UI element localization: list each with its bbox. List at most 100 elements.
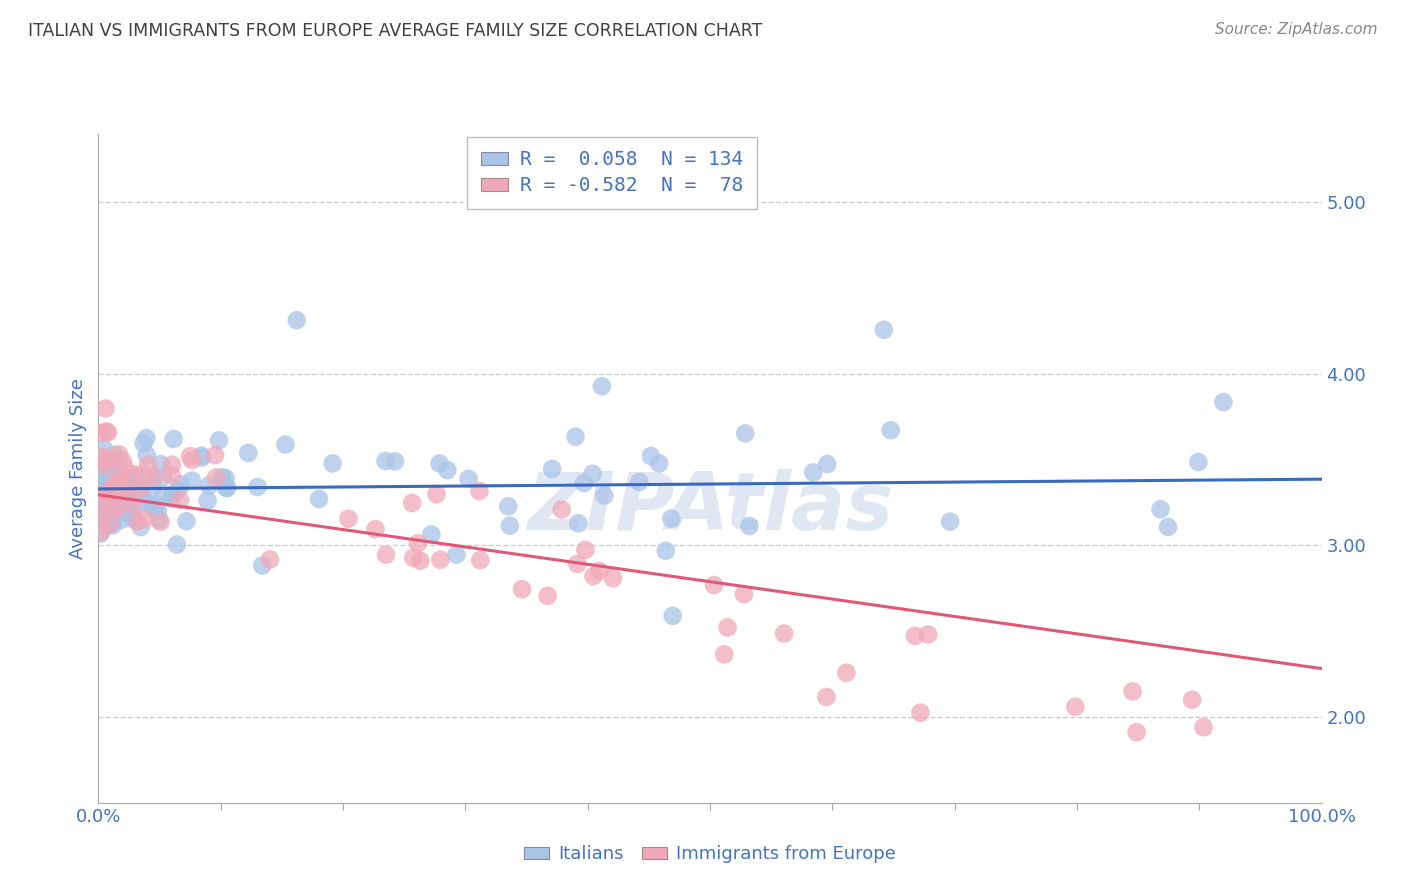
Point	[880, 423, 903, 437]
Point	[204, 448, 226, 462]
Point	[127, 481, 149, 495]
Point	[910, 706, 932, 720]
Point	[91, 477, 114, 491]
Point	[536, 589, 558, 603]
Point	[100, 508, 122, 522]
Point	[238, 446, 260, 460]
Point	[105, 483, 128, 497]
Point	[429, 457, 451, 471]
Point	[129, 481, 152, 495]
Point	[89, 477, 111, 491]
Point	[197, 493, 219, 508]
Point	[94, 401, 117, 416]
Point	[101, 518, 124, 533]
Point	[496, 500, 519, 514]
Point	[97, 425, 120, 440]
Point	[628, 475, 651, 489]
Point	[567, 557, 589, 571]
Point	[108, 481, 131, 495]
Point	[96, 425, 118, 439]
Point	[89, 491, 111, 505]
Point	[135, 431, 157, 445]
Point	[98, 478, 121, 492]
Point	[815, 457, 838, 471]
Point	[259, 552, 281, 566]
Point	[89, 487, 111, 501]
Point	[246, 480, 269, 494]
Point	[98, 516, 121, 531]
Point	[588, 564, 610, 578]
Point	[602, 571, 624, 585]
Legend: Italians, Immigrants from Europe: Italians, Immigrants from Europe	[517, 838, 903, 871]
Point	[716, 620, 738, 634]
Point	[648, 456, 671, 470]
Point	[105, 467, 128, 482]
Point	[510, 582, 533, 597]
Point	[114, 480, 136, 494]
Point	[181, 474, 204, 488]
Point	[91, 460, 114, 475]
Point	[90, 526, 112, 541]
Point	[132, 492, 155, 507]
Point	[89, 488, 111, 502]
Point	[567, 516, 589, 531]
Point	[160, 458, 183, 472]
Point	[214, 471, 236, 485]
Point	[1187, 455, 1209, 469]
Point	[93, 505, 115, 519]
Point	[90, 425, 112, 440]
Point	[107, 489, 129, 503]
Point	[104, 499, 127, 513]
Point	[170, 477, 193, 491]
Point	[96, 519, 118, 533]
Point	[160, 468, 183, 483]
Point	[436, 463, 458, 477]
Point	[108, 483, 131, 498]
Point	[96, 511, 118, 525]
Point	[801, 466, 824, 480]
Point	[917, 627, 939, 641]
Point	[215, 481, 238, 495]
Point	[122, 475, 145, 489]
Point	[129, 520, 152, 534]
Point	[640, 449, 662, 463]
Point	[143, 497, 166, 511]
Point	[1064, 699, 1087, 714]
Point	[181, 453, 204, 467]
Point	[132, 467, 155, 482]
Point	[121, 483, 143, 498]
Point	[122, 467, 145, 481]
Point	[107, 475, 129, 490]
Point	[659, 511, 682, 525]
Point	[162, 432, 184, 446]
Point	[550, 502, 572, 516]
Point	[89, 525, 111, 540]
Point	[1122, 684, 1144, 698]
Point	[564, 430, 586, 444]
Point	[198, 479, 221, 493]
Point	[425, 487, 447, 501]
Point	[135, 496, 157, 510]
Y-axis label: Average Family Size: Average Family Size	[69, 378, 87, 558]
Point	[873, 323, 896, 337]
Point	[375, 548, 398, 562]
Point	[190, 449, 212, 463]
Point	[121, 498, 143, 512]
Point	[90, 489, 112, 503]
Point	[96, 471, 118, 485]
Point	[93, 482, 115, 496]
Point	[285, 313, 308, 327]
Point	[132, 436, 155, 450]
Point	[90, 503, 112, 517]
Point	[734, 426, 756, 441]
Point	[205, 470, 228, 484]
Point	[101, 482, 124, 496]
Point	[111, 454, 134, 468]
Point	[94, 482, 117, 496]
Point	[110, 475, 132, 489]
Point	[142, 501, 165, 516]
Point	[101, 483, 124, 498]
Point	[108, 471, 131, 485]
Point	[104, 448, 127, 462]
Point	[149, 457, 172, 471]
